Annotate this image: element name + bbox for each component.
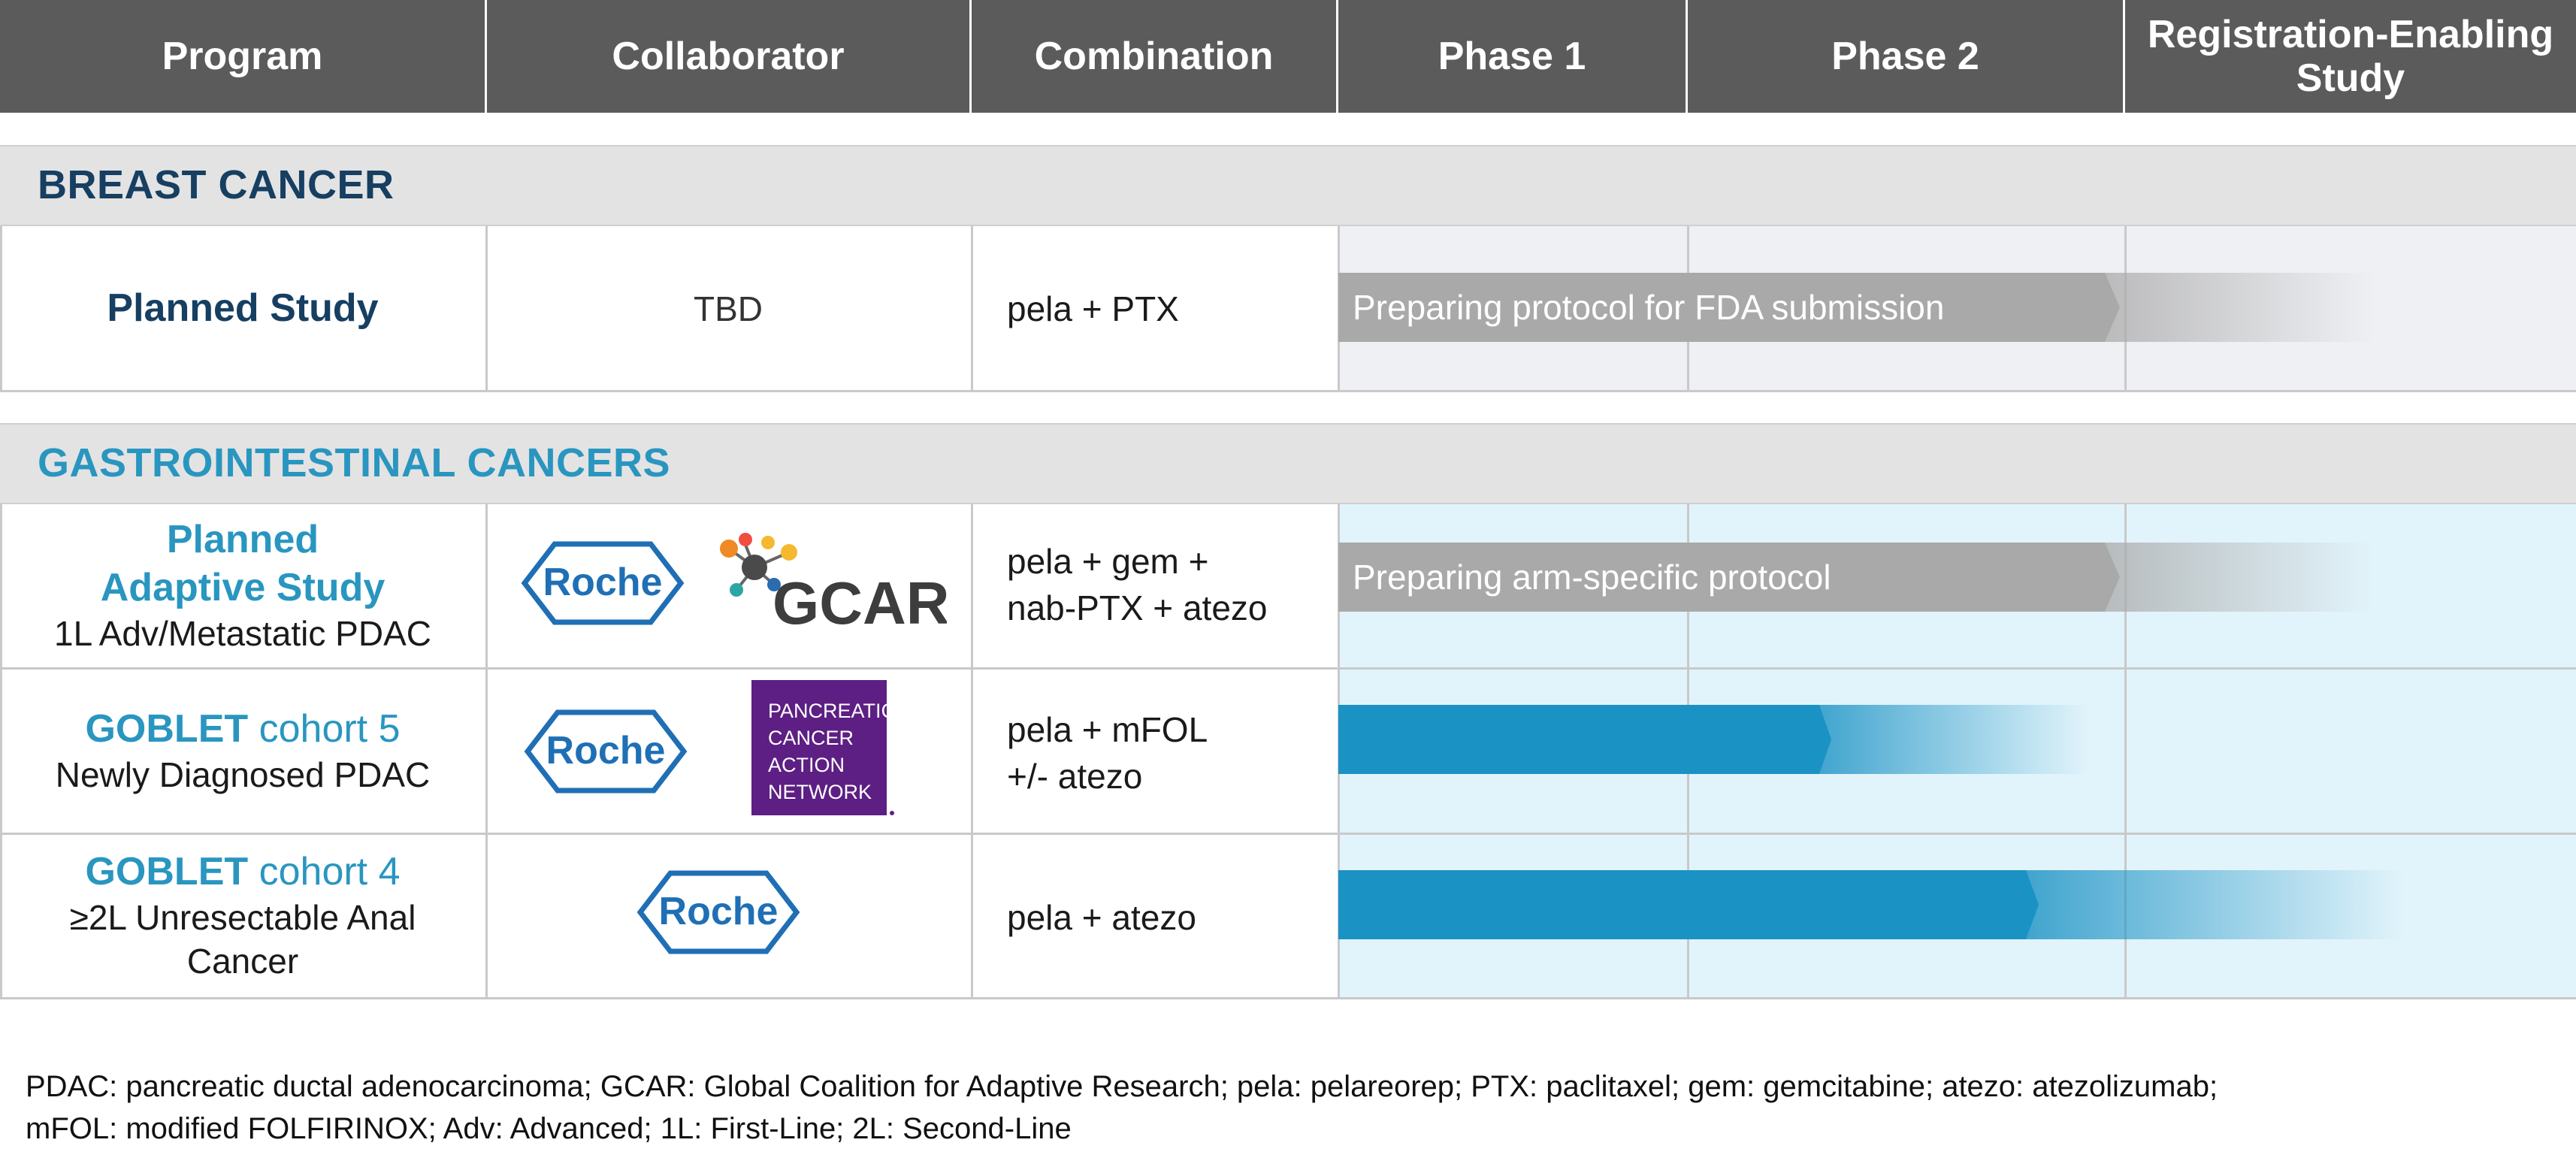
header-combination: Combination <box>972 0 1338 113</box>
section-title: GASTROINTESTINAL CANCERS <box>38 440 671 485</box>
combination-cell: pela + gem + nab-PTX + atezo <box>1007 542 1268 627</box>
column-divider <box>971 504 973 999</box>
column-divider <box>0 226 2 391</box>
status-text: Preparing arm-specific protocol <box>1353 558 1831 597</box>
header-program: Program <box>0 0 487 113</box>
combination-cell: pela + atezo <box>1007 898 1196 937</box>
program-cell: Planned Adaptive Study 1L Adv/Metastatic… <box>54 518 431 653</box>
column-divider <box>0 504 2 999</box>
column-divider <box>2124 504 2127 999</box>
svg-text:CANCER: CANCER <box>768 727 854 749</box>
row-divider <box>0 390 2576 392</box>
combination-cell: pela + mFOL +/- atezo <box>1007 710 1208 796</box>
combination-cell: pela + PTX <box>1007 289 1179 328</box>
roche-logo: Roche <box>636 870 800 954</box>
program-cell: GOBLET cohort 4 ≥2L Unresectable Anal Ca… <box>69 850 416 981</box>
progress-bar-gray <box>1338 273 2375 342</box>
header-collaborator: Collaborator <box>487 0 972 113</box>
progress-bar-blue <box>1338 705 2090 774</box>
svg-text:Roche: Roche <box>543 561 663 604</box>
header-phase2: Phase 2 <box>1688 0 2125 113</box>
section-gastrointestinal-cancers: GASTROINTESTINAL CANCERS <box>0 423 2576 504</box>
row-divider <box>0 667 2576 670</box>
row-divider <box>0 997 2576 999</box>
svg-text:Roche: Roche <box>659 890 779 933</box>
svg-text:NETWORK: NETWORK <box>768 781 872 803</box>
roche-logo: Roche <box>524 709 688 794</box>
footnote-abbreviations: PDAC: pancreatic ductal adenocarcinoma; … <box>26 1070 2218 1145</box>
column-divider <box>971 226 973 391</box>
row-divider <box>0 833 2576 835</box>
pancan-logo: PANCREATIC CANCER ACTION NETWORK <box>751 680 896 815</box>
svg-text:Roche: Roche <box>546 729 666 772</box>
progress-bar-gray <box>1338 543 2375 612</box>
progress-bar-blue <box>1338 870 2405 939</box>
program-cell: Planned Study <box>107 286 379 330</box>
section-breast-cancer: BREAST CANCER <box>0 145 2576 226</box>
header-registration-study: Registration-Enabling Study <box>2125 0 2576 113</box>
gcar-logo: GCAR <box>720 533 947 631</box>
program-cell: GOBLET cohort 5 Newly Diagnosed PDAC <box>55 707 431 794</box>
column-divider <box>485 504 488 999</box>
status-text: Preparing protocol for FDA submission <box>1353 288 1945 327</box>
section-title: BREAST CANCER <box>38 162 395 207</box>
column-divider <box>485 226 488 391</box>
collaborator-tbd: TBD <box>694 289 763 328</box>
svg-text:ACTION: ACTION <box>768 754 845 776</box>
svg-text:GCAR: GCAR <box>772 570 947 631</box>
roche-logo: Roche <box>521 541 685 625</box>
header-phase1: Phase 1 <box>1338 0 1688 113</box>
svg-text:PANCREATIC: PANCREATIC <box>768 700 896 722</box>
